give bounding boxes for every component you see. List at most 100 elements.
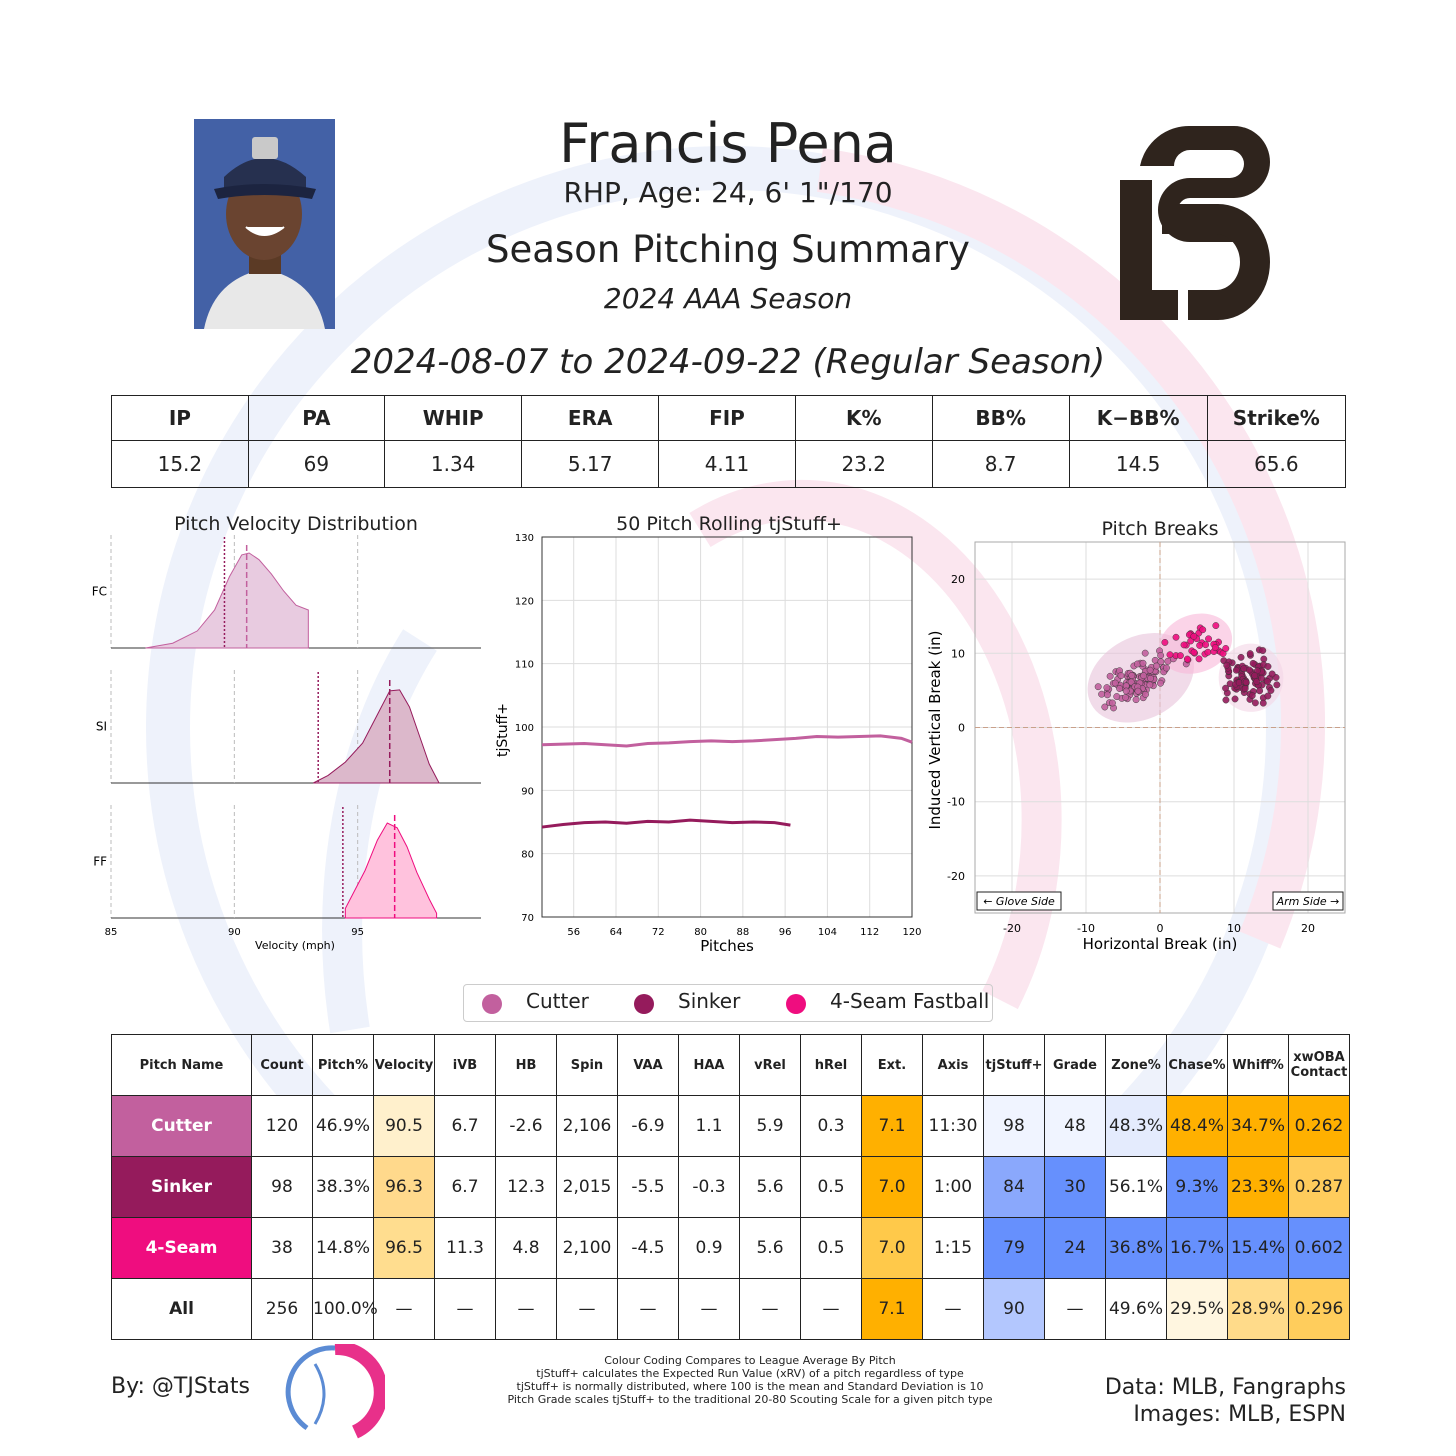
pitch-point-sinker — [1222, 696, 1230, 704]
pitch-point-sinker — [1245, 666, 1253, 674]
sinker-legend-marker — [634, 994, 654, 1014]
table-cell: -2.6 — [495, 1095, 557, 1157]
pitch-point-sinker — [1240, 665, 1248, 673]
table-cell: 38 — [251, 1217, 313, 1279]
date-range: 2024-08-07 to 2024-09-22 (Regular Season… — [350, 342, 1106, 382]
pitch-point-sinker — [1268, 670, 1276, 678]
images-source: Images: MLB, ESPN — [1133, 1402, 1346, 1427]
source-credits: Data: MLB, Fangraphs Images: MLB, ESPN — [1030, 1374, 1346, 1428]
player-bio: RHP, Age: 24, 6' 1"/170 — [563, 176, 893, 209]
pitch-point-cutter — [1122, 687, 1130, 695]
table-cell: 7.1 — [861, 1278, 923, 1340]
table-cell: 0.5 — [800, 1217, 862, 1279]
pitch-point-sinker — [1248, 692, 1256, 700]
stat-value: 4.11 — [658, 440, 796, 488]
table-cell: — — [556, 1278, 618, 1340]
x-axis-label: Horizontal Break (in) — [1083, 935, 1238, 953]
rolling-chart-title: 50 Pitch Rolling tjStuff+ — [616, 513, 842, 535]
pitch-point-4-seam-fastball — [1190, 648, 1198, 656]
table-cell: 90 — [983, 1278, 1045, 1340]
pitch-table-header: iVB — [434, 1034, 496, 1096]
pitch-point-sinker — [1232, 666, 1240, 674]
pitch-point-sinker — [1273, 681, 1281, 689]
x-tick-label: 85 — [105, 927, 118, 938]
table-cell: 48.3% — [1105, 1095, 1167, 1157]
pitch-point-4-seam-fastball — [1180, 641, 1188, 649]
table-cell: 4.8 — [495, 1217, 557, 1279]
x-tick-label: 90 — [228, 927, 241, 938]
pitch-point-cutter — [1132, 696, 1140, 704]
table-cell: 0.287 — [1288, 1156, 1350, 1218]
pitch-point-cutter — [1122, 694, 1129, 701]
pitch-point-sinker — [1267, 687, 1275, 694]
pitch-point-cutter — [1157, 658, 1165, 666]
stat-header: FIP — [658, 395, 796, 441]
footnote-line: Pitch Grade scales tjStuff+ to the tradi… — [507, 1393, 993, 1406]
pitch-point-cutter — [1157, 652, 1165, 659]
y-tick-label: -20 — [947, 870, 965, 883]
density-si — [313, 689, 440, 784]
table-cell: 2,100 — [556, 1217, 618, 1279]
pitch-point-cutter — [1116, 685, 1124, 692]
table-cell: 15.4% — [1227, 1217, 1289, 1279]
table-cell: 1:15 — [922, 1217, 984, 1279]
arm-side-box — [1272, 891, 1344, 911]
pitch-point-sinker — [1264, 692, 1272, 700]
x-tick-label: 95 — [351, 927, 364, 938]
pitch-point-sinker — [1241, 685, 1249, 693]
table-cell: 16.7% — [1166, 1217, 1228, 1279]
table-cell: 1.1 — [678, 1095, 740, 1157]
stat-value: 23.2 — [794, 440, 933, 488]
table-cell: — — [800, 1278, 862, 1340]
table-cell: 98 — [983, 1095, 1045, 1157]
table-cell: 79 — [983, 1217, 1045, 1279]
legend-item-fourseam: 4-Seam Fastball — [830, 989, 990, 1013]
table-cell: 0.5 — [800, 1156, 862, 1218]
table-cell: — — [678, 1278, 740, 1340]
x-tick-label: 112 — [860, 927, 879, 938]
x-tick-label: 56 — [567, 927, 580, 938]
y-tick-label: 10 — [951, 647, 965, 660]
pitch-point-cutter — [1117, 672, 1125, 680]
stat-value: 69 — [247, 440, 385, 488]
footnote-line: tjStuff+ is normally distributed, where … — [516, 1380, 984, 1393]
summary-title: Season Pitching Summary — [486, 228, 970, 271]
season-stats-table: IP PA WHIP ERA FIP K% BB% K−BB% Strike% … — [111, 395, 1347, 488]
table-cell: 23.3% — [1227, 1156, 1289, 1218]
table-cell: 49.6% — [1105, 1278, 1167, 1340]
legend-item-sinker: Sinker — [678, 989, 741, 1013]
pitch-point-sinker — [1222, 684, 1230, 692]
y-tick-label: 110 — [515, 660, 534, 671]
x-tick-label: 120 — [902, 927, 921, 938]
stat-header: IP — [111, 395, 249, 441]
table-cell: — — [739, 1278, 801, 1340]
glove-side-box — [976, 891, 1062, 911]
table-cell: 28.9% — [1227, 1278, 1289, 1340]
pitch-point-4-seam-fastball — [1199, 626, 1207, 634]
x-tick-label: 72 — [652, 927, 665, 938]
density-fc — [145, 552, 309, 649]
table-cell: — — [1044, 1278, 1106, 1340]
arm-side-label: Arm Side → — [1276, 895, 1340, 908]
density-ff — [344, 822, 438, 919]
y-tick-label: 0 — [958, 722, 965, 735]
y-tick-label: 80 — [521, 850, 534, 861]
table-cell: 0.262 — [1288, 1095, 1350, 1157]
pitch-point-4-seam-fastball — [1176, 652, 1184, 660]
pitch-point-cutter — [1098, 690, 1106, 698]
pitch-table-header: hRel — [800, 1034, 862, 1096]
table-cell: — — [495, 1278, 557, 1340]
table-cell: 120 — [251, 1095, 313, 1157]
pitch-point-4-seam-fastball — [1204, 648, 1212, 656]
pitch-table-header: vRel — [739, 1034, 801, 1096]
table-cell: 48 — [1044, 1095, 1106, 1157]
pitch-point-sinker — [1242, 678, 1250, 686]
table-cell: 5.9 — [739, 1095, 801, 1157]
table-cell: 11:30 — [922, 1095, 984, 1157]
stat-header: K−BB% — [1068, 395, 1208, 441]
x-axis-label: Pitches — [700, 937, 754, 955]
pitch-point-cutter — [1147, 674, 1154, 682]
pitch-point-cutter — [1101, 703, 1109, 711]
pitch-point-4-seam-fastball — [1202, 641, 1210, 649]
season-label: 2024 AAA Season — [603, 282, 853, 315]
